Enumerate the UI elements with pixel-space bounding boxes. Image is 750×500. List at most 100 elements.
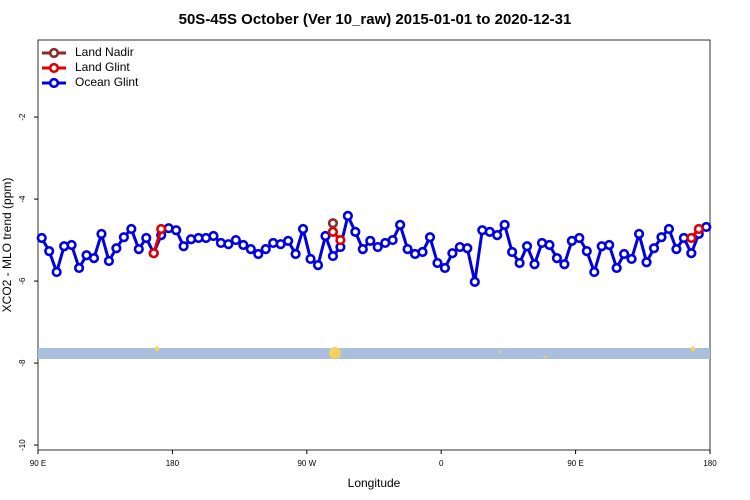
point (686, 232, 697, 244)
y-tick-label: -2 (18, 113, 27, 121)
x-tick-label: 90 E (567, 459, 583, 468)
point (260, 244, 271, 255)
point (312, 259, 324, 271)
point (253, 248, 264, 260)
point (156, 223, 167, 235)
point (462, 243, 473, 254)
point (36, 232, 47, 244)
series (148, 223, 704, 259)
point (171, 225, 182, 236)
point (73, 262, 85, 274)
x-tick-label: 90 E (30, 459, 46, 468)
spot (329, 347, 341, 359)
point (126, 223, 137, 235)
point (604, 239, 615, 251)
point (417, 246, 428, 258)
point (290, 248, 301, 260)
point (230, 234, 241, 246)
y-tick-label: -8 (18, 359, 27, 367)
point (327, 250, 339, 262)
spot (154, 346, 160, 352)
point (611, 262, 622, 274)
point (208, 230, 219, 242)
y-tick-label: -10 (18, 439, 27, 451)
coverage-spots (154, 346, 696, 359)
y-tick-label: -6 (18, 277, 27, 285)
point (103, 255, 115, 267)
point (544, 239, 555, 251)
point (88, 253, 100, 264)
point (44, 246, 55, 257)
x-axis-label: Longitude (348, 476, 401, 490)
x-tick-label: 180 (703, 459, 717, 468)
spot (498, 350, 502, 354)
point (551, 253, 563, 264)
chart-title: 50S-45S October (Ver 10_raw) 2015-01-01 … (179, 11, 572, 28)
point (342, 210, 353, 221)
legend-label: Land Glint (75, 60, 130, 74)
spot (543, 355, 547, 359)
point (559, 259, 570, 270)
x-tick-label: 180 (166, 459, 180, 468)
point (447, 248, 458, 259)
point (663, 223, 675, 235)
point (529, 259, 540, 270)
point (633, 228, 645, 240)
point (521, 241, 533, 252)
point (656, 232, 667, 243)
point (51, 266, 62, 278)
point (357, 244, 368, 255)
point (372, 241, 383, 253)
point (335, 234, 346, 246)
point (619, 248, 630, 260)
legend-label: Land Nadir (75, 45, 134, 59)
point (581, 246, 592, 257)
point (402, 244, 413, 255)
spot (690, 346, 696, 352)
point (626, 253, 637, 265)
x-tick-label: 0 (439, 459, 444, 468)
point (283, 235, 294, 246)
point (641, 257, 652, 268)
point (327, 218, 339, 229)
legend-label: Ocean Glint (75, 75, 139, 89)
point (178, 241, 189, 252)
coverage-band (38, 348, 710, 359)
point (111, 243, 122, 254)
point (507, 246, 518, 258)
point (327, 226, 339, 237)
y-tick-label: -4 (18, 195, 27, 203)
series (327, 218, 339, 229)
point (439, 262, 451, 274)
point (648, 243, 660, 254)
point (424, 232, 436, 243)
point (96, 228, 107, 240)
legend-marker (48, 62, 60, 74)
point (686, 248, 697, 259)
point (133, 244, 144, 255)
point (66, 239, 77, 251)
series (36, 210, 712, 288)
point (305, 253, 316, 265)
point (499, 219, 510, 231)
point (671, 244, 682, 255)
x-tick-label: 90 W (297, 459, 316, 468)
point (350, 226, 361, 237)
point (238, 239, 249, 251)
point (514, 257, 525, 269)
point (469, 276, 480, 288)
point (693, 223, 704, 235)
point (223, 239, 234, 250)
point (320, 230, 331, 242)
legend-marker (48, 47, 60, 59)
point (492, 230, 503, 241)
plot-frame (37, 39, 711, 451)
point (589, 266, 600, 278)
y-axis-label: XCO2 - MLO trend (ppm) (0, 178, 14, 313)
point (245, 244, 256, 255)
point (432, 257, 443, 269)
point (395, 219, 406, 231)
point (365, 235, 376, 246)
